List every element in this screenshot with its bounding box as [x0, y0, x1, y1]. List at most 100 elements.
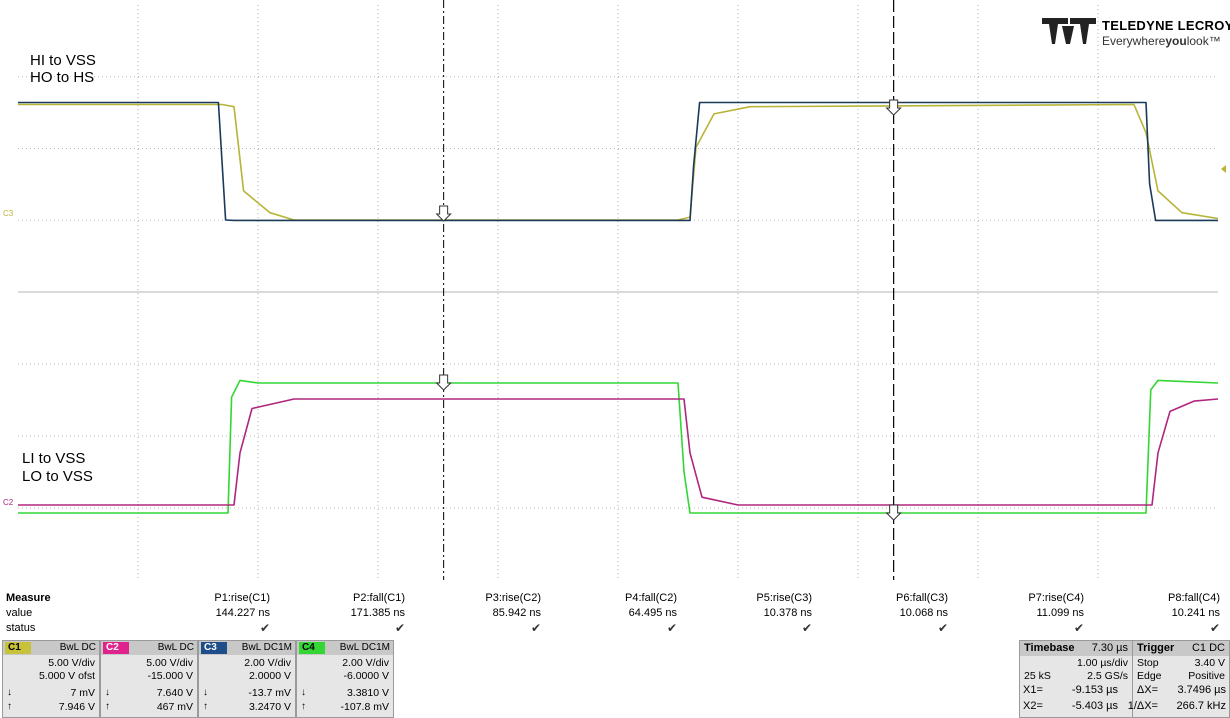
channel-markers: C3 C2: [3, 165, 1226, 507]
measure-param-name: P5:rise(C3): [756, 592, 812, 604]
channel-header: C1 BwL DC: [3, 641, 99, 655]
channel-high: 3.2470 V: [248, 701, 291, 713]
timebase-header: Timebase 7.30 µs: [1020, 641, 1132, 656]
timebase-rate: 2.5 GS/s: [1087, 670, 1128, 682]
channel-box-c2[interactable]: C2 BwL DC 5.00 V/div -15.000 V ↓ 7.640 V ↑ 467 …: [100, 640, 198, 718]
channel-low: -13.7 mV: [248, 687, 291, 699]
measure-status-check: ✔: [530, 621, 541, 635]
channel-header: C3 BwL DC1M: [199, 641, 295, 655]
channel-offset: -15.000 V: [147, 670, 193, 682]
channel-offset: -6.0000 V: [343, 670, 389, 682]
measure-param-value: 10.241 ns: [1171, 607, 1220, 619]
channel-marker-c2: C2: [3, 498, 14, 507]
arrow-down-icon: ↓: [203, 687, 208, 698]
measure-status-check: ✔: [1209, 621, 1220, 635]
scope-display[interactable]: C3 C2: [0, 0, 1230, 584]
measure-status-check: ✔: [801, 621, 812, 635]
cursor-handle-icon[interactable]: [885, 99, 902, 116]
channel-low: 7.640 V: [156, 687, 193, 699]
measure-status-check: ✔: [666, 621, 677, 635]
channel-header: C4 BwL DC1M: [297, 641, 393, 655]
timebase-samples: 25 kS: [1024, 670, 1051, 682]
channel-low: 7 mV: [70, 687, 95, 699]
measure-param-value: 85.942 ns: [492, 607, 541, 619]
channel-tag: C2: [103, 642, 129, 654]
lower-label-2: LO to VSS: [22, 468, 93, 485]
channel-tag: C4: [299, 642, 325, 654]
channel-box-c4[interactable]: C4 BwL DC1M 2.00 V/div -6.0000 V ↓ 3.3810 V ↑ -…: [296, 640, 394, 718]
measure-param-value: 144.227 ns: [215, 607, 270, 619]
arrow-up-icon: ↑: [105, 701, 110, 712]
arrow-up-icon: ↑: [203, 701, 208, 712]
channel-vdiv: 5.00 V/div: [48, 657, 95, 669]
logo-name: TELEDYNE LECROY: [1102, 18, 1230, 33]
arrow-up-icon: ↑: [7, 701, 12, 712]
trigger-header: Trigger C1 DC: [1133, 641, 1229, 656]
measure-row-status: status: [6, 622, 36, 634]
trace-c3: [18, 101, 1218, 222]
upper-label-2: HO to HS: [30, 69, 95, 86]
teledyne-lecroy-logo: TELEDYNE LECROY Everywhereyoulook™: [1040, 14, 1230, 48]
channel-tag: C3: [201, 642, 227, 654]
trace-c2: [18, 398, 1219, 506]
measure-param-value: 10.068 ns: [899, 607, 948, 619]
channel-vdiv: 5.00 V/div: [146, 657, 193, 669]
measure-status-check: ✔: [937, 621, 948, 635]
measure-param-name: P4:fall(C2): [625, 592, 677, 604]
traces: [18, 101, 1219, 514]
measure-param-value: 11.099 ns: [1036, 607, 1084, 619]
lecroy-mark-icon: [1042, 18, 1096, 44]
arrow-up-icon: ↑: [301, 701, 306, 712]
channel-tag: C1: [5, 642, 31, 654]
timebase-box[interactable]: Timebase 7.30 µs 1.00 µs/div 25 kS 2.5 G…: [1019, 640, 1133, 718]
channel-high: 7.946 V: [58, 701, 95, 713]
measure-param-name: P2:fall(C1): [353, 592, 405, 604]
arrow-down-icon: ↓: [105, 687, 110, 698]
channel-box-c3[interactable]: C3 BwL DC1M 2.00 V/div 2.0000 V ↓ -13.7 mV ↑ 3.…: [198, 640, 296, 718]
channel-low: 3.3810 V: [346, 687, 389, 699]
channel-header: C2 BwL DC: [101, 641, 197, 655]
measure-param-value: 171.385 ns: [350, 607, 405, 619]
trigger-level-marker-icon: [1221, 165, 1226, 173]
arrow-down-icon: ↓: [301, 687, 306, 698]
measure-title: Measure: [6, 592, 51, 604]
channel-marker-c3: C3: [3, 209, 14, 218]
measure-param-name: P7:rise(C4): [1028, 592, 1084, 604]
measure-status-check: ✔: [259, 621, 270, 635]
channel-coupling: BwL DC: [59, 642, 96, 653]
channel-high: -107.8 mV: [340, 701, 389, 713]
lower-label-1: LI to VSS: [22, 450, 86, 467]
trigger-type: Edge: [1137, 670, 1162, 682]
channel-vdiv: 2.00 V/div: [244, 657, 291, 669]
channel-high: 467 mV: [156, 701, 193, 713]
measure-param-name: P3:rise(C2): [485, 592, 541, 604]
cursors[interactable]: [435, 0, 902, 580]
channel-vdiv: 2.00 V/div: [342, 657, 389, 669]
cursor-handle-icon[interactable]: [435, 205, 452, 222]
trigger-mode: Stop: [1137, 657, 1159, 669]
measure-param-name: P6:fall(C3): [896, 592, 948, 604]
graticule: [18, 5, 1218, 580]
trigger-box[interactable]: Trigger C1 DC Stop 3.40 V Edge Positive: [1132, 640, 1230, 718]
cursor-handle-icon[interactable]: [885, 504, 902, 521]
measure-row-value: value: [6, 607, 33, 619]
measure-table: Measure value status P1:rise(C1) 144.227 …: [0, 591, 1230, 637]
channel-coupling: BwL DC1M: [339, 642, 390, 653]
channel-box-c1[interactable]: C1 BwL DC 5.00 V/div 5.000 V ofst ↓ 7 mV ↑ 7.94…: [2, 640, 100, 718]
trigger-level: 3.40 V: [1194, 657, 1225, 669]
timebase-tdiv: 1.00 µs/div: [1077, 657, 1128, 669]
upper-label-1: HI to VSS: [30, 52, 96, 69]
channel-offset: 2.0000 V: [248, 670, 291, 682]
measure-param-name: P1:rise(C1): [214, 592, 270, 604]
measure-param-value: 10.378 ns: [763, 607, 812, 619]
logo-tagline: Everywhereyoulook™: [1102, 34, 1221, 48]
trigger-slope: Positive: [1188, 670, 1225, 682]
channel-offset: 5.000 V ofst: [38, 670, 95, 682]
cursor-handle-icon[interactable]: [435, 374, 452, 391]
measure-status-check: ✔: [1073, 621, 1084, 635]
channel-coupling: BwL DC: [157, 642, 194, 653]
measure-status-check: ✔: [394, 621, 405, 635]
arrow-down-icon: ↓: [7, 687, 12, 698]
measure-param-name: P8:fall(C4): [1168, 592, 1220, 604]
trace-c4: [18, 379, 1219, 514]
